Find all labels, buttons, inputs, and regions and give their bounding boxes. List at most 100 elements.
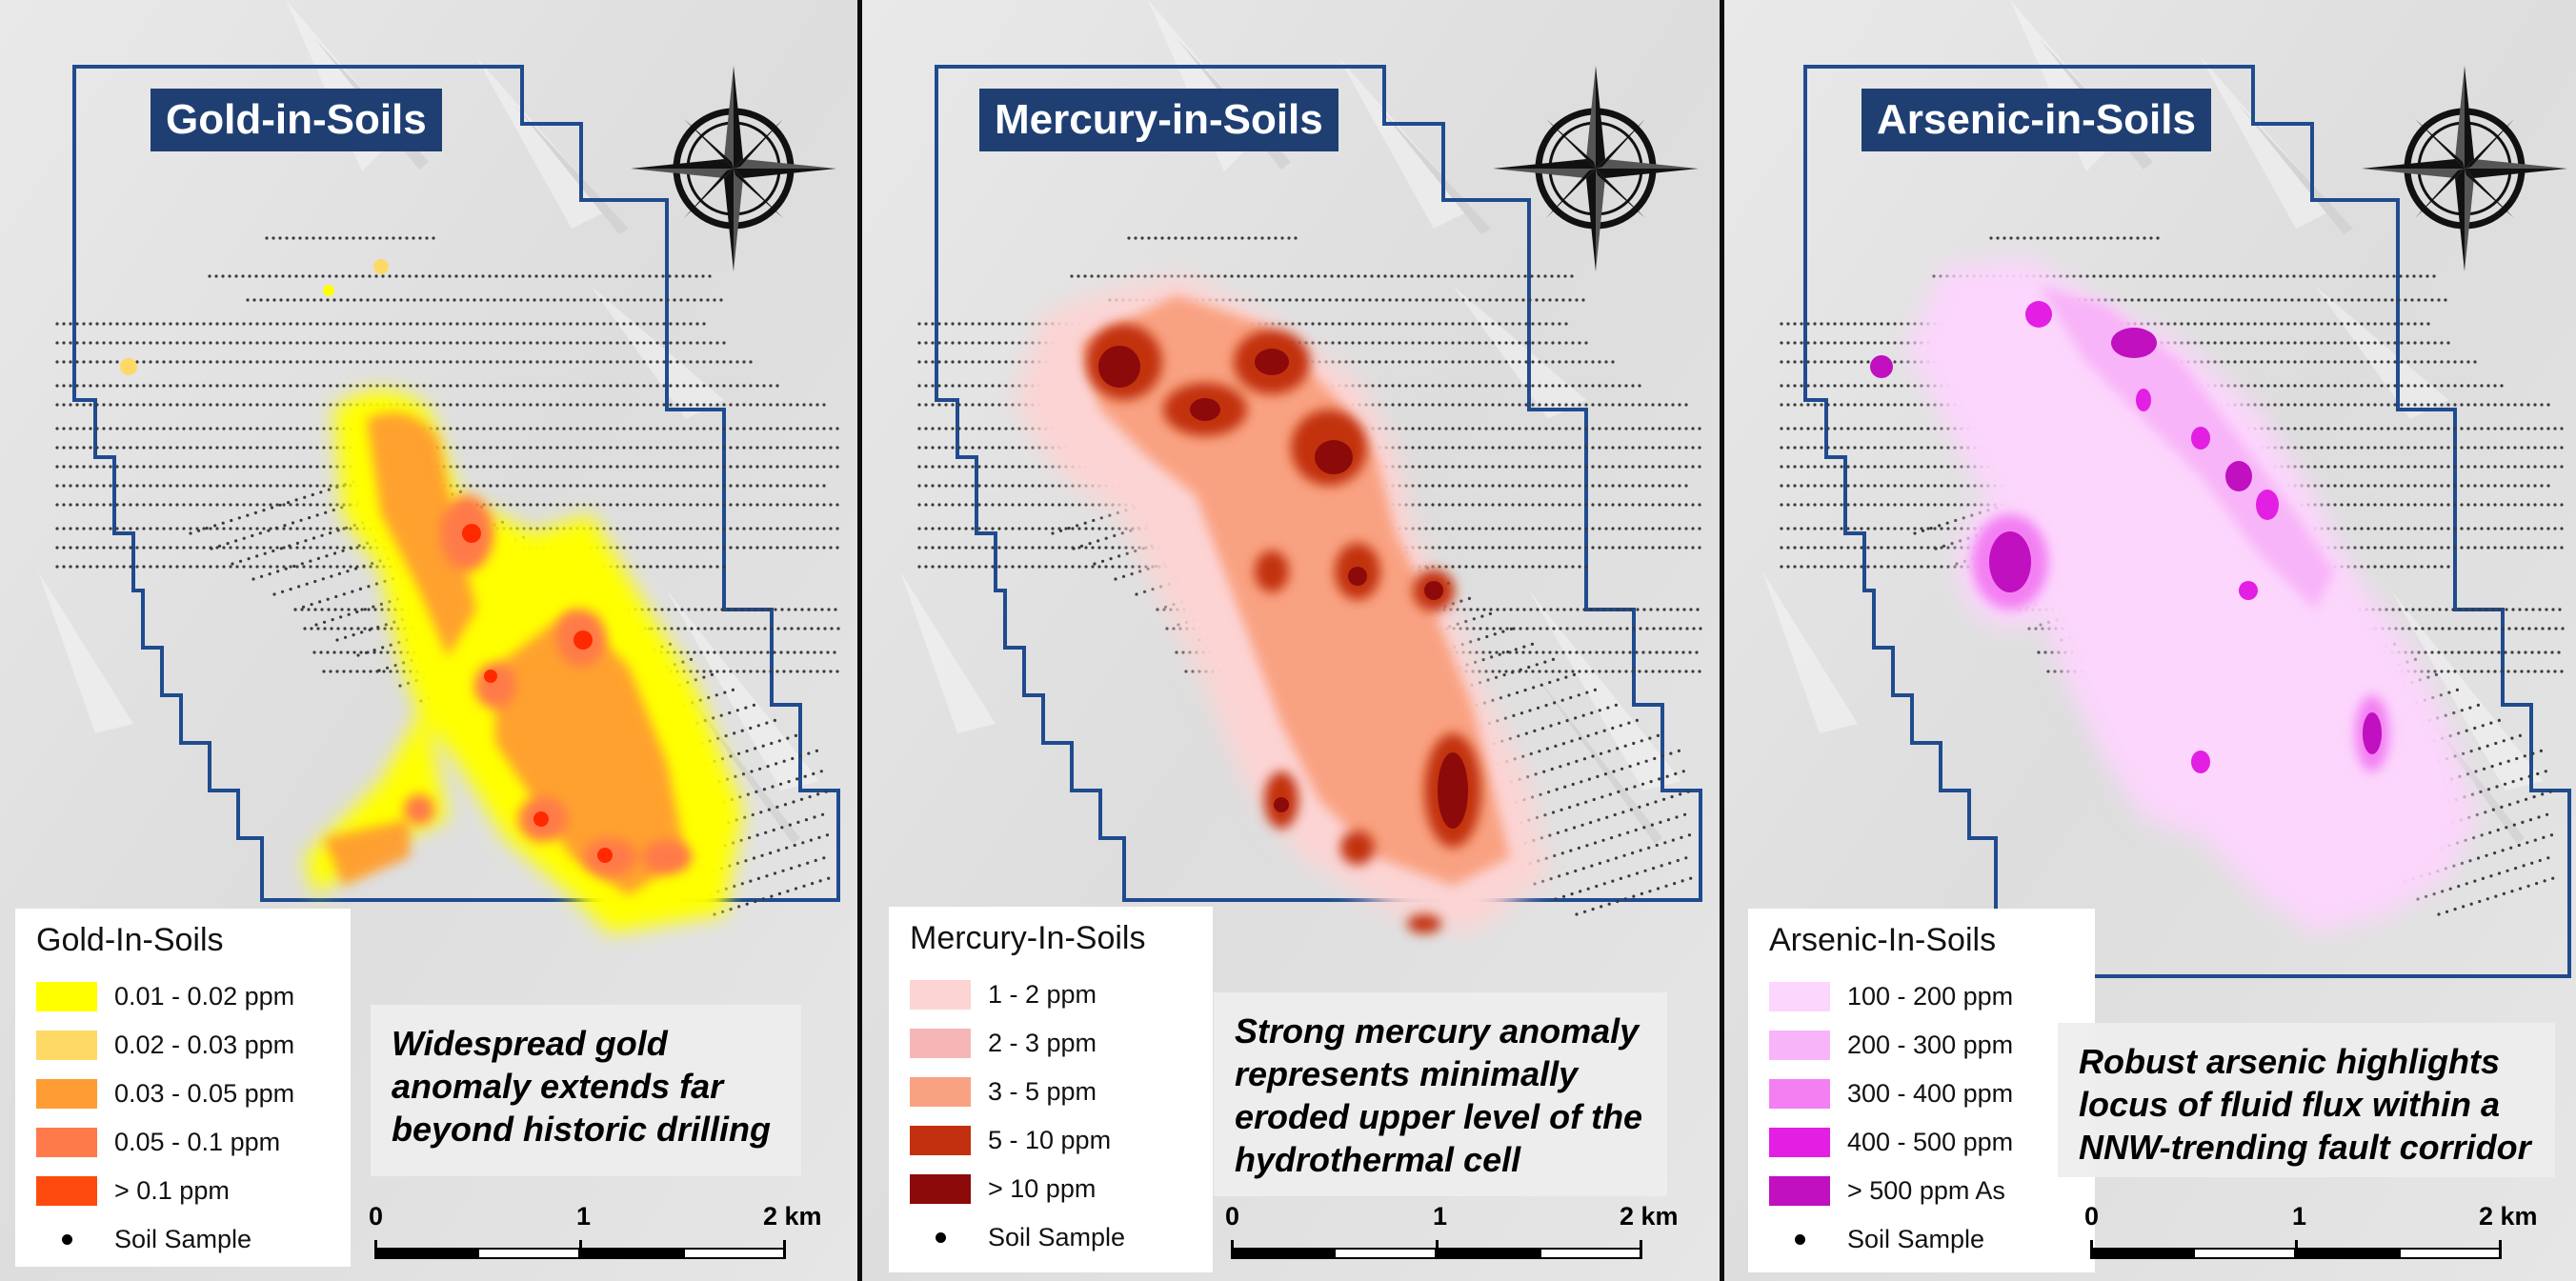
scale-tick <box>783 1240 786 1259</box>
scale-tick <box>2499 1240 2502 1259</box>
scale-tick <box>2090 1240 2093 1259</box>
legend-swatch <box>910 1077 971 1107</box>
scale-segment <box>1334 1248 1437 1259</box>
legend-label: 0.01 - 0.02 ppm <box>114 982 295 1011</box>
panel-divider <box>857 0 862 1281</box>
legend-item: 0.03 - 0.05 ppm <box>36 1070 330 1118</box>
legend-item: 200 - 300 ppm <box>1769 1021 2074 1070</box>
legend-panel: Arsenic-In-Soils 100 - 200 ppm 200 - 300… <box>1748 909 2095 1272</box>
legend-label: 200 - 300 ppm <box>1847 1031 2014 1059</box>
annotation-line: hydrothermal cell <box>1235 1140 1521 1179</box>
map-panel-mercury: Mercury-in-Soils Mercury-In-Soils 1 - 2 … <box>862 0 1720 1281</box>
annotation-line: represents minimally <box>1235 1054 1579 1093</box>
legend-item: 3 - 5 ppm <box>910 1068 1192 1116</box>
legend-item: > 10 ppm <box>910 1165 1192 1213</box>
annotation-line: eroded upper level of the <box>1235 1097 1643 1136</box>
scale-segment <box>374 1248 477 1259</box>
annotation-line: NNW-trending fault corridor <box>2079 1128 2531 1167</box>
legend-label: Soil Sample <box>114 1225 252 1253</box>
annotation-line: Robust arsenic highlights <box>2079 1042 2501 1081</box>
legend-item: 1 - 2 ppm <box>910 971 1192 1019</box>
legend-title: Gold-In-Soils <box>36 922 224 958</box>
scale-tick <box>1640 1240 1642 1259</box>
panel-title: Mercury-in-Soils <box>979 89 1338 151</box>
annotation-box: Strong mercury anomaly represents minima… <box>1214 992 1667 1196</box>
annotation-line: beyond historic drilling <box>392 1110 772 1149</box>
legend-label: > 500 ppm As <box>1847 1176 2005 1205</box>
scale-label: 1 <box>576 1202 592 1231</box>
scale-segment <box>2399 1248 2502 1259</box>
legend-swatch <box>36 1176 97 1206</box>
legend-swatch <box>910 1126 971 1155</box>
legend-swatch <box>910 1174 971 1204</box>
scale-segment <box>580 1248 683 1259</box>
scale-segment <box>2296 1248 2399 1259</box>
panel-title: Gold-in-Soils <box>151 89 442 151</box>
legend-label: Soil Sample <box>988 1223 1126 1251</box>
legend-item: > 500 ppm As <box>1769 1167 2074 1215</box>
gold-anomaly-layer <box>120 259 743 933</box>
mercury-anomaly-layer <box>1015 276 1548 933</box>
soil-sample-dot-icon <box>1769 1225 1830 1254</box>
legend-swatch <box>36 982 97 1011</box>
legend-swatch <box>1769 1079 1830 1109</box>
scale-label: 2 km <box>1620 1202 1679 1231</box>
legend-item-soil-sample: Soil Sample <box>36 1215 330 1264</box>
legend-item-soil-sample: Soil Sample <box>910 1213 1192 1262</box>
legend-label: 0.05 - 0.1 ppm <box>114 1128 281 1156</box>
legend-item: 0.01 - 0.02 ppm <box>36 972 330 1021</box>
scale-bar: 0 1 2 km <box>369 1202 822 1278</box>
legend-label: 100 - 200 ppm <box>1847 982 2014 1011</box>
legend-title: Arsenic-In-Soils <box>1769 922 1997 958</box>
scale-tick <box>374 1240 377 1259</box>
scale-segment <box>1231 1248 1334 1259</box>
legend-item: 0.05 - 0.1 ppm <box>36 1118 330 1167</box>
annotation-line: Strong mercury anomaly <box>1235 1011 1640 1051</box>
map-panel-arsenic: Arsenic-in-Soils Arsenic-In-Soils 100 - … <box>1724 0 2576 1281</box>
legend-item: 400 - 500 ppm <box>1769 1118 2074 1167</box>
legend-label: 1 - 2 ppm <box>988 980 1097 1009</box>
legend-label: 0.03 - 0.05 ppm <box>114 1079 295 1108</box>
scale-label: 1 <box>1433 1202 1448 1231</box>
legend-item-soil-sample: Soil Sample <box>1769 1215 2074 1264</box>
legend-title: Mercury-In-Soils <box>910 920 1146 956</box>
scale-segment <box>1437 1248 1540 1259</box>
panel-title: Arsenic-in-Soils <box>1862 89 2211 151</box>
scale-tick <box>1436 1240 1439 1259</box>
scale-tick <box>579 1240 582 1259</box>
map-panel-gold: Gold-in-Soils Gold-In-Soils 0.01 - 0.02 … <box>0 0 857 1281</box>
legend-label: Soil Sample <box>1847 1225 1985 1253</box>
soil-sample-dot-icon <box>36 1225 97 1254</box>
panel-divider <box>1720 0 1724 1281</box>
legend-item: 0.02 - 0.03 ppm <box>36 1021 330 1070</box>
north-arrow-compass-icon <box>2362 66 2567 271</box>
legend-label: 2 - 3 ppm <box>988 1029 1097 1057</box>
scale-segment <box>683 1248 786 1259</box>
legend-swatch <box>36 1128 97 1157</box>
legend-item: 100 - 200 ppm <box>1769 972 2074 1021</box>
scale-bar: 0 1 2 km <box>1225 1202 1679 1278</box>
legend-label: 5 - 10 ppm <box>988 1126 1112 1154</box>
claim-boundary <box>1803 65 2571 978</box>
legend-item: 5 - 10 ppm <box>910 1116 1192 1165</box>
legend-swatch <box>1769 982 1830 1011</box>
legend-label: > 0.1 ppm <box>114 1176 230 1205</box>
legend-panel: Mercury-In-Soils 1 - 2 ppm 2 - 3 ppm 3 -… <box>889 907 1213 1272</box>
claim-boundary <box>72 65 840 902</box>
scale-segment <box>2193 1248 2296 1259</box>
scale-segment <box>1540 1248 1642 1259</box>
scale-tick <box>1231 1240 1234 1259</box>
scale-label: 0 <box>1225 1202 1240 1231</box>
annotation-box: Robust arsenic highlights locus of fluid… <box>2058 1023 2555 1177</box>
scale-label: 2 km <box>763 1202 822 1231</box>
legend-swatch <box>910 980 971 1010</box>
soil-sample-dot-icon <box>910 1223 971 1252</box>
legend-swatch <box>1769 1128 1830 1157</box>
legend-swatch <box>910 1029 971 1058</box>
annotation-line: anomaly extends far <box>392 1067 724 1106</box>
legend-swatch <box>1769 1031 1830 1060</box>
scale-segment <box>2090 1248 2193 1259</box>
north-arrow-compass-icon <box>631 66 836 271</box>
scale-label: 2 km <box>2479 1202 2538 1231</box>
claim-boundary <box>935 65 1702 902</box>
